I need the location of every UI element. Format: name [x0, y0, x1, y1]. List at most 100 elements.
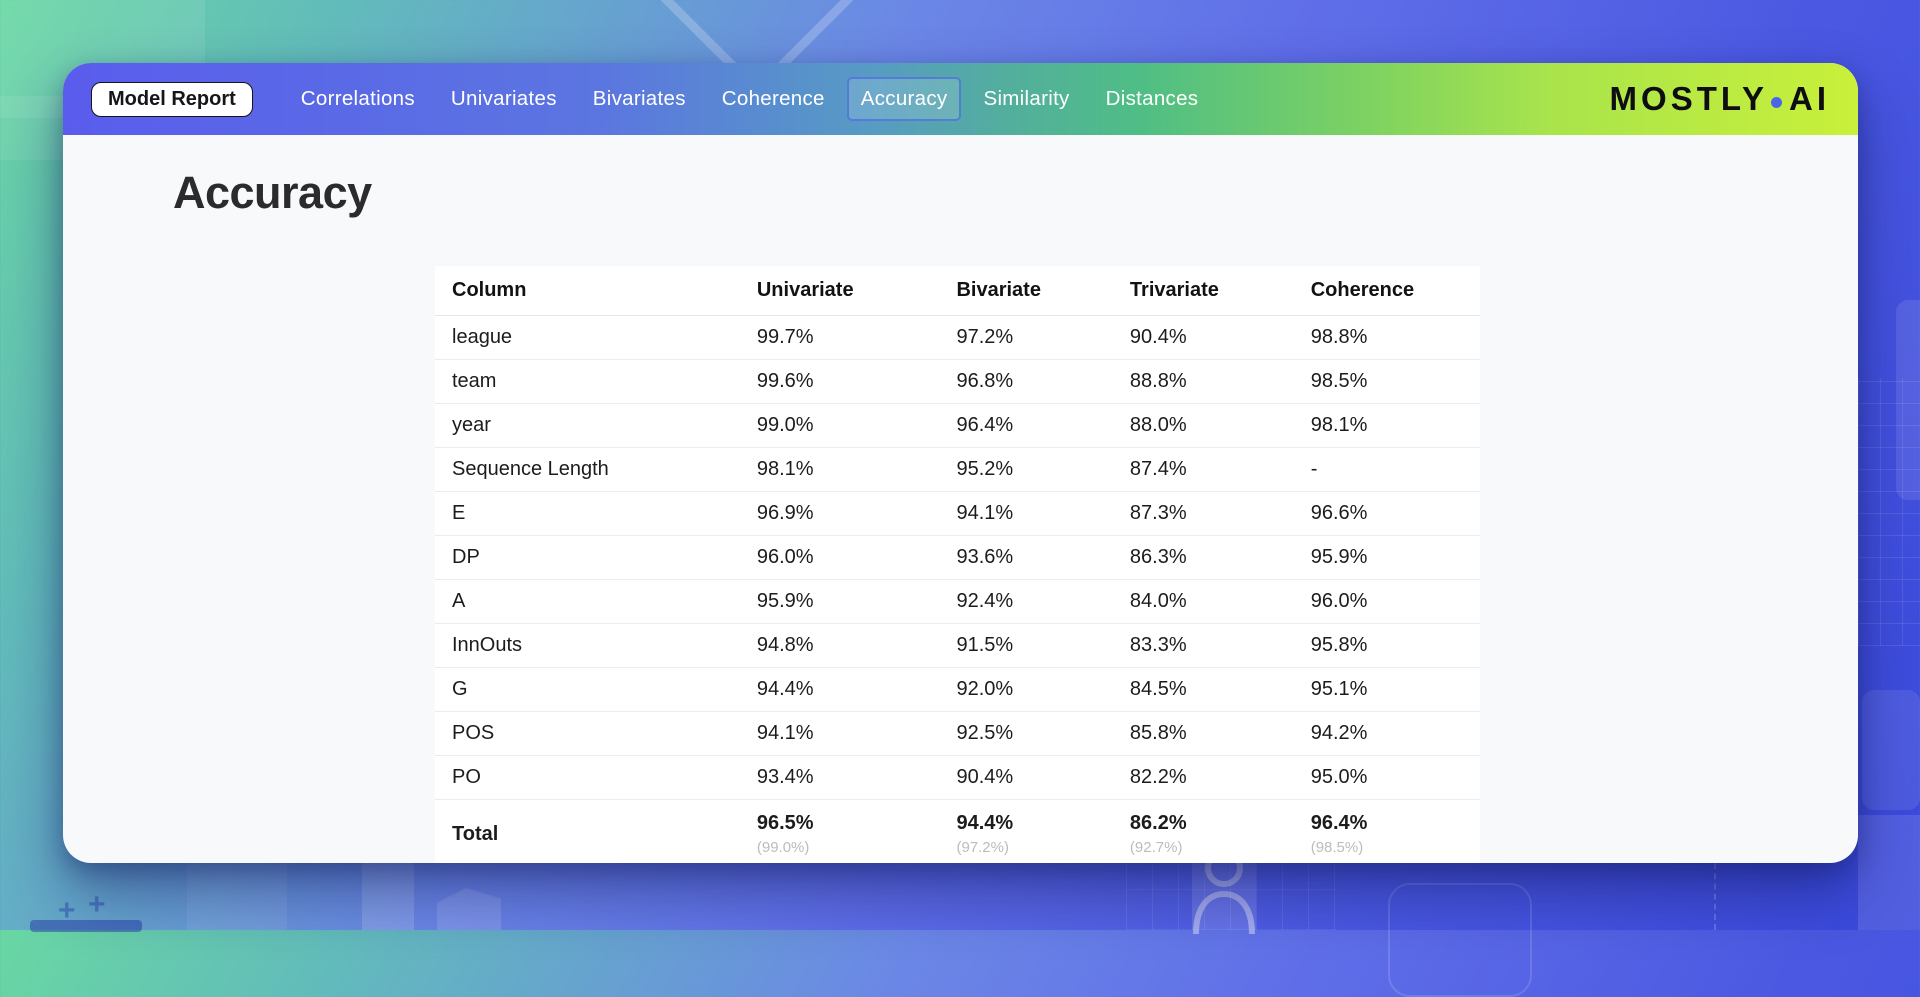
table-row: E 96.9% 94.1% 87.3% 96.6%	[435, 491, 1480, 536]
metric-value: 95.1%	[1310, 667, 1480, 712]
metric-value: 94.4%	[756, 667, 957, 712]
outline-square-decoration	[1388, 883, 1532, 997]
table-row: Sequence Length 98.1% 95.2% 87.4% -	[435, 447, 1480, 492]
metric-value: 95.9%	[1310, 535, 1480, 580]
table-row: PO 93.4% 90.4% 82.2% 95.0%	[435, 755, 1480, 800]
metric-value: 84.5%	[1129, 667, 1311, 712]
metric-value: 90.4%	[1129, 315, 1311, 360]
metric-value: 99.6%	[756, 359, 957, 404]
table-row: InnOuts 94.8% 91.5% 83.3% 95.8%	[435, 623, 1480, 668]
table-row: year 99.0% 96.4% 88.0% 98.1%	[435, 403, 1480, 448]
metric-value: 99.0%	[756, 403, 957, 448]
metric-value: 86.3%	[1129, 535, 1311, 580]
background-decoration-rect	[1862, 690, 1920, 810]
metric-value: 93.4%	[756, 755, 957, 800]
logo-dot-icon	[1771, 96, 1782, 108]
metric-value: 92.0%	[956, 667, 1130, 712]
nav-item-bivariates[interactable]: Bivariates	[592, 87, 686, 110]
logo-text-right: AI	[1789, 80, 1830, 117]
metric-value: 95.9%	[756, 579, 957, 624]
metric-value: 98.8%	[1310, 315, 1480, 360]
metric-value: 88.8%	[1129, 359, 1311, 404]
metric-value: 92.4%	[956, 579, 1130, 624]
metric-value: 93.6%	[956, 535, 1130, 580]
column-header: Univariate	[756, 266, 957, 316]
total-label: Total	[435, 799, 757, 863]
total-value: 96.5%	[756, 812, 814, 834]
model-report-card: Model Report Correlations Univariates Biva…	[63, 63, 1858, 863]
grid-decoration-right	[1858, 378, 1920, 646]
nav-item-univariates[interactable]: Univariates	[450, 87, 557, 110]
metric-value: 84.0%	[1129, 579, 1311, 624]
plus-decoration: +	[88, 888, 106, 921]
accuracy-table: Column Univariate Bivariate Trivariate Coher…	[435, 266, 1480, 863]
total-subvalue: (92.7%)	[1129, 839, 1183, 856]
total-value: 86.2%	[1129, 812, 1187, 834]
metric-value: 85.8%	[1129, 711, 1311, 756]
metric-value: 88.0%	[1129, 403, 1311, 448]
metric-value: 96.8%	[956, 359, 1130, 404]
nav-item-accuracy[interactable]: Accuracy	[846, 77, 962, 121]
table-row: team 99.6% 96.8% 88.8% 98.5%	[435, 359, 1480, 404]
nav-item-similarity[interactable]: Similarity	[983, 87, 1070, 110]
table-row: league 99.7% 97.2% 90.4% 98.8%	[435, 315, 1480, 360]
model-report-button[interactable]: Model Report	[91, 81, 253, 117]
nav-item-coherence[interactable]: Coherence	[721, 87, 825, 110]
metric-value: 87.4%	[1129, 447, 1311, 492]
row-label: Sequence Length	[435, 447, 757, 492]
metric-value: 97.2%	[956, 315, 1130, 360]
metric-value: 96.6%	[1310, 491, 1480, 536]
metric-value: 82.2%	[1129, 755, 1311, 800]
total-value: 94.4%	[956, 812, 1014, 834]
metric-value: 96.9%	[756, 491, 957, 536]
row-label: G	[435, 667, 757, 712]
total-metric-value: 86.2% (92.7%)	[1129, 799, 1311, 863]
metric-value: 96.4%	[956, 403, 1130, 448]
metric-value: 94.2%	[1310, 711, 1480, 756]
row-label: PO	[435, 755, 757, 800]
metric-value: 95.2%	[956, 447, 1130, 492]
total-metric-value: 94.4% (97.2%)	[956, 799, 1130, 863]
metric-value: 94.1%	[956, 491, 1130, 536]
metric-value: 98.1%	[1310, 403, 1480, 448]
background-decoration-building	[437, 888, 501, 930]
total-subvalue: (97.2%)	[956, 839, 1009, 856]
metric-value: 96.0%	[1310, 579, 1480, 624]
row-label: year	[435, 403, 757, 448]
background-decoration-rect	[1858, 815, 1920, 930]
nav-item-correlations[interactable]: Correlations	[300, 87, 415, 110]
row-label: InnOuts	[435, 623, 757, 668]
table-row: DP 96.0% 93.6% 86.3% 95.9%	[435, 535, 1480, 580]
table-row: POS 94.1% 92.5% 85.8% 94.2%	[435, 711, 1480, 756]
metric-value: 87.3%	[1129, 491, 1311, 536]
mostly-ai-logo: MOSTLY AI	[1610, 80, 1830, 118]
total-subvalue: (98.5%)	[1310, 839, 1364, 856]
metric-value: 98.5%	[1310, 359, 1480, 404]
table-header-row: Column Univariate Bivariate Trivariate Coher…	[435, 266, 1480, 316]
nav-item-distances[interactable]: Distances	[1105, 87, 1199, 110]
metric-value: 95.8%	[1310, 623, 1480, 668]
total-metric-value: 96.4% (98.5%)	[1310, 799, 1480, 863]
metric-value: 94.1%	[756, 711, 957, 756]
table-row: A 95.9% 92.4% 84.0% 96.0%	[435, 579, 1480, 624]
column-header: Bivariate	[956, 266, 1130, 316]
column-header: Coherence	[1310, 266, 1480, 316]
total-value: 96.4%	[1310, 812, 1368, 834]
page-title: Accuracy	[173, 167, 372, 218]
row-label: A	[435, 579, 757, 624]
nav-items: Correlations Univariates Bivariates Coheren…	[287, 77, 1213, 121]
metric-value: 94.8%	[756, 623, 957, 668]
metric-value: 96.0%	[756, 535, 957, 580]
row-label: POS	[435, 711, 757, 756]
column-header: Trivariate	[1129, 266, 1311, 316]
metric-value: 92.5%	[956, 711, 1130, 756]
report-nav-bar: Model Report Correlations Univariates Biva…	[63, 63, 1858, 135]
metric-value: 83.3%	[1129, 623, 1311, 668]
metric-value: 91.5%	[956, 623, 1130, 668]
table-row: G 94.4% 92.0% 84.5% 95.1%	[435, 667, 1480, 712]
logo-text-left: MOSTLY	[1609, 80, 1768, 117]
metric-value: -	[1310, 447, 1480, 492]
column-header: Column	[435, 266, 757, 316]
total-metric-value: 96.5% (99.0%)	[756, 799, 957, 863]
